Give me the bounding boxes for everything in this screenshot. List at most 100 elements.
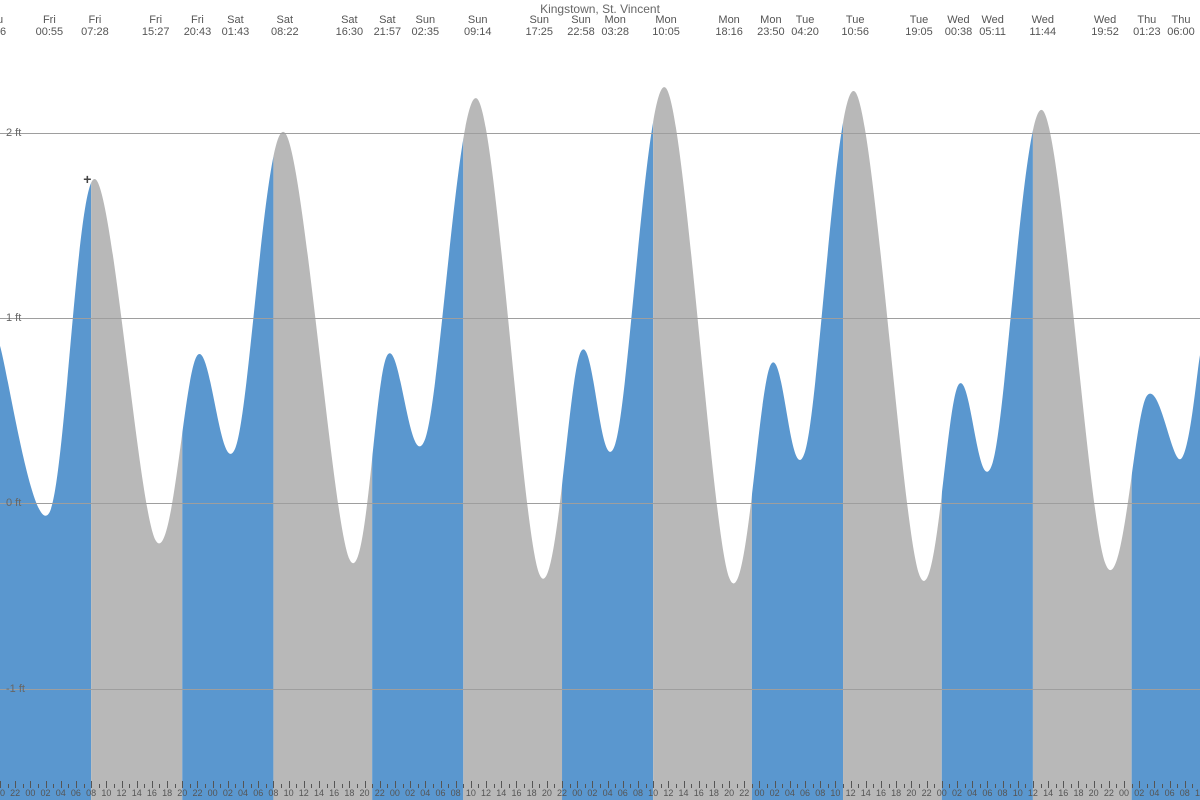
x-hour-label: 20 xyxy=(1089,788,1099,798)
x-hour-label: 18 xyxy=(891,788,901,798)
x-hour-label: 04 xyxy=(1149,788,1159,798)
x-hour-label: 06 xyxy=(253,788,263,798)
tide-event-label: Sun17:25 xyxy=(525,14,553,38)
x-hour-label: 18 xyxy=(162,788,172,798)
x-hour-label: 14 xyxy=(314,788,324,798)
x-hour-label: 16 xyxy=(511,788,521,798)
x-hour-label: 06 xyxy=(982,788,992,798)
x-hour-label: 10 xyxy=(1013,788,1023,798)
x-hour-label: 00 xyxy=(1119,788,1129,798)
now-marker-icon: + xyxy=(83,171,91,187)
x-hour-label: 08 xyxy=(815,788,825,798)
x-hour-label: 18 xyxy=(344,788,354,798)
x-hour-label: 20 xyxy=(0,788,5,798)
x-hour-label: 02 xyxy=(770,788,780,798)
x-hour-label: 18 xyxy=(709,788,719,798)
x-hour-label: 18 xyxy=(1073,788,1083,798)
x-hour-label: 10 xyxy=(101,788,111,798)
x-hour-label: 02 xyxy=(952,788,962,798)
x-hour-label: 04 xyxy=(785,788,795,798)
x-hour-label: 16 xyxy=(694,788,704,798)
x-hour-label: 22 xyxy=(375,788,385,798)
x-hour-label: 10 xyxy=(1195,788,1200,798)
x-hour-label: 02 xyxy=(223,788,233,798)
x-hour-label: 12 xyxy=(1028,788,1038,798)
tide-event-label: u16 xyxy=(0,14,6,38)
x-hour-label: 14 xyxy=(861,788,871,798)
x-hour-label: 02 xyxy=(405,788,415,798)
x-hour-label: 16 xyxy=(876,788,886,798)
x-hour-label: 18 xyxy=(527,788,537,798)
tide-event-label: Thu01:23 xyxy=(1133,14,1161,38)
x-hour-label: 08 xyxy=(451,788,461,798)
tide-event-label: Mon23:50 xyxy=(757,14,785,38)
y-axis-label: 2 ft xyxy=(6,127,21,139)
x-hour-label: 06 xyxy=(1165,788,1175,798)
x-hour-label: 16 xyxy=(1058,788,1068,798)
tide-event-label: Sat21:57 xyxy=(374,14,402,38)
x-hour-label: 12 xyxy=(117,788,127,798)
x-hour-label: 00 xyxy=(937,788,947,798)
x-hour-label: 16 xyxy=(147,788,157,798)
x-hour-label: 08 xyxy=(86,788,96,798)
x-hour-label: 22 xyxy=(557,788,567,798)
x-hour-label: 22 xyxy=(10,788,20,798)
x-hour-label: 08 xyxy=(1180,788,1190,798)
tide-event-label: Sat01:43 xyxy=(222,14,250,38)
tide-event-label: Tue10:56 xyxy=(841,14,869,38)
tide-event-label: Wed19:52 xyxy=(1091,14,1119,38)
y-axis-label: 1 ft xyxy=(6,312,21,324)
x-hour-label: 06 xyxy=(435,788,445,798)
x-hour-label: 00 xyxy=(25,788,35,798)
x-axis-hour-labels: 20 22 00 02 04 06 08 10 12 14 16 18 20 22 00 02 04 06 08 10… xyxy=(0,786,1200,800)
x-hour-label: 14 xyxy=(679,788,689,798)
x-hour-label: 10 xyxy=(284,788,294,798)
x-hour-label: 06 xyxy=(800,788,810,798)
x-hour-label: 04 xyxy=(56,788,66,798)
tide-event-label: Sun09:14 xyxy=(464,14,492,38)
x-hour-label: 08 xyxy=(268,788,278,798)
y-gridline xyxy=(0,689,1200,690)
x-hour-label: 06 xyxy=(618,788,628,798)
y-axis-label: 0 ft xyxy=(6,497,21,509)
x-hour-label: 20 xyxy=(906,788,916,798)
tide-event-label: Sun02:35 xyxy=(412,14,440,38)
x-hour-label: 08 xyxy=(633,788,643,798)
x-hour-label: 22 xyxy=(1104,788,1114,798)
x-hour-label: 04 xyxy=(603,788,613,798)
tide-curve-svg xyxy=(0,40,1200,800)
tide-event-label: Fri20:43 xyxy=(184,14,212,38)
tide-event-label: Fri00:55 xyxy=(36,14,64,38)
x-hour-label: 04 xyxy=(967,788,977,798)
x-hour-label: 14 xyxy=(496,788,506,798)
x-hour-label: 14 xyxy=(1043,788,1053,798)
x-hour-label: 10 xyxy=(830,788,840,798)
x-hour-label: 04 xyxy=(238,788,248,798)
tide-event-label: Wed00:38 xyxy=(945,14,973,38)
x-hour-label: 22 xyxy=(192,788,202,798)
x-hour-label: 20 xyxy=(360,788,370,798)
x-hour-label: 12 xyxy=(481,788,491,798)
x-hour-label: 02 xyxy=(41,788,51,798)
x-hour-label: 20 xyxy=(724,788,734,798)
x-hour-label: 14 xyxy=(132,788,142,798)
tide-event-label: Tue19:05 xyxy=(905,14,933,38)
tide-event-label: Wed11:44 xyxy=(1029,14,1056,38)
x-hour-label: 12 xyxy=(663,788,673,798)
x-hour-label: 20 xyxy=(177,788,187,798)
x-hour-label: 10 xyxy=(466,788,476,798)
y-gridline xyxy=(0,318,1200,319)
plot-area: 2 ft1 ft0 ft-1 ft 2022000204060810121416… xyxy=(0,40,1200,800)
x-hour-label: 02 xyxy=(587,788,597,798)
x-hour-label: 22 xyxy=(739,788,749,798)
tide-event-label: Mon18:16 xyxy=(715,14,743,38)
x-hour-label: 00 xyxy=(572,788,582,798)
x-hour-label: 08 xyxy=(998,788,1008,798)
x-hour-label: 04 xyxy=(420,788,430,798)
y-gridline xyxy=(0,503,1200,504)
tide-chart: Kingstown, St. Vincent u16Fri00:55Fri07:… xyxy=(0,0,1200,800)
x-hour-label: 12 xyxy=(299,788,309,798)
tide-event-label: Tue04:20 xyxy=(791,14,819,38)
tide-event-label: Fri07:28 xyxy=(81,14,109,38)
x-hour-label: 20 xyxy=(542,788,552,798)
